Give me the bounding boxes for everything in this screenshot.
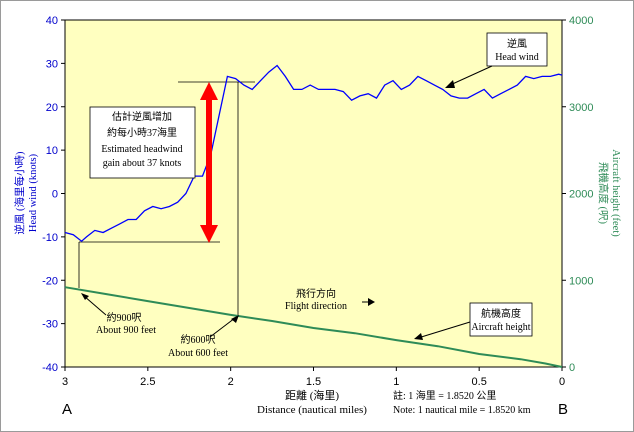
left-tick-label: 0 xyxy=(52,189,58,201)
point-a-label: A xyxy=(62,401,72,418)
left-tick-label: -30 xyxy=(42,319,58,331)
headwind-label-box: 逆風 Head wind xyxy=(445,32,548,88)
h900-en: About 900 feet xyxy=(96,325,156,336)
headwind-gain-arrow xyxy=(200,82,218,243)
height-label-zh: 航機高度 xyxy=(481,307,521,320)
left-axis-title-zh: 逆風 (海里每小時) xyxy=(13,151,26,235)
right-tick-label: 4000 xyxy=(569,15,593,27)
aircraft-height-box: 航機高度 Aircraft height xyxy=(414,302,533,340)
h600-zh: 約600呎 xyxy=(181,333,216,346)
right-axis-title-zh: 飛機高度 (呎) xyxy=(597,162,610,225)
left-tick-label: 30 xyxy=(46,58,58,70)
note-zh: 註: 1 海里 = 1.8520 公里 xyxy=(393,389,496,402)
right-tick-label: 3000 xyxy=(569,102,593,114)
gain-label-zh1: 估計逆風增加 xyxy=(112,110,172,123)
x-axis-title-en: Distance (nautical miles) xyxy=(257,404,367,416)
left-tick-label: 40 xyxy=(46,15,58,27)
aircraft-height-line xyxy=(64,286,563,368)
h600-en: About 600 feet xyxy=(168,348,228,359)
headwind-label-en: Head wind xyxy=(495,52,539,63)
headwind-gain-box: 估計逆風增加 約每小時37海里 Estimated headwind gain … xyxy=(89,106,196,179)
label-600-feet: 約600呎 About 600 feet xyxy=(168,315,239,359)
flight-dir-en: Flight direction xyxy=(285,301,347,312)
left-tick-label: 10 xyxy=(46,145,58,157)
headwind-line xyxy=(64,64,563,243)
x-tick-label: 1.5 xyxy=(306,376,321,388)
left-tick-label: -10 xyxy=(42,232,58,244)
gain-label-en1: Estimated headwind xyxy=(101,144,182,155)
left-tick-label: -40 xyxy=(42,362,58,374)
right-axis-title-en: Aircraft height (feet) xyxy=(610,149,621,237)
x-tick-label: 1 xyxy=(393,376,399,388)
right-tick-label: 1000 xyxy=(569,275,593,287)
gain-label-en2: gain about 37 knots xyxy=(103,158,182,169)
x-tick-label: 2 xyxy=(228,376,234,388)
gain-label-zh2: 約每小時37海里 xyxy=(107,126,177,139)
right-tick-label: 2000 xyxy=(569,189,593,201)
right-tick-label: 0 xyxy=(569,362,575,374)
x-axis-title-zh: 距離 (海里) xyxy=(285,388,339,402)
headwind-label-zh: 逆風 xyxy=(507,37,527,50)
left-axis-ticks: 40 30 20 10 0 -10 -20 -30 -40 xyxy=(42,15,65,374)
x-tick-label: 0.5 xyxy=(472,376,487,388)
left-axis-title-en: Head wind (knots) xyxy=(28,153,39,232)
flight-dir-zh: 飛行方向 xyxy=(296,287,336,300)
height-label-en: Aircraft height xyxy=(471,322,530,333)
flight-direction-label: 飛行方向 Flight direction xyxy=(285,287,375,312)
left-tick-label: -20 xyxy=(42,275,58,287)
h900-zh: 約900呎 xyxy=(107,311,142,324)
x-tick-label: 2.5 xyxy=(140,376,155,388)
label-900-feet: 約900呎 About 900 feet xyxy=(81,293,156,336)
x-tick-label: 3 xyxy=(62,376,68,388)
point-b-label: B xyxy=(558,401,568,418)
note-en: Note: 1 nautical mile = 1.8520 km xyxy=(393,405,531,416)
right-axis-ticks: 4000 3000 2000 1000 0 xyxy=(562,15,593,374)
left-tick-label: 20 xyxy=(46,102,58,114)
x-axis-ticks: 3 2.5 2 1.5 1 0.5 0 xyxy=(62,367,565,388)
x-tick-label: 0 xyxy=(559,376,565,388)
